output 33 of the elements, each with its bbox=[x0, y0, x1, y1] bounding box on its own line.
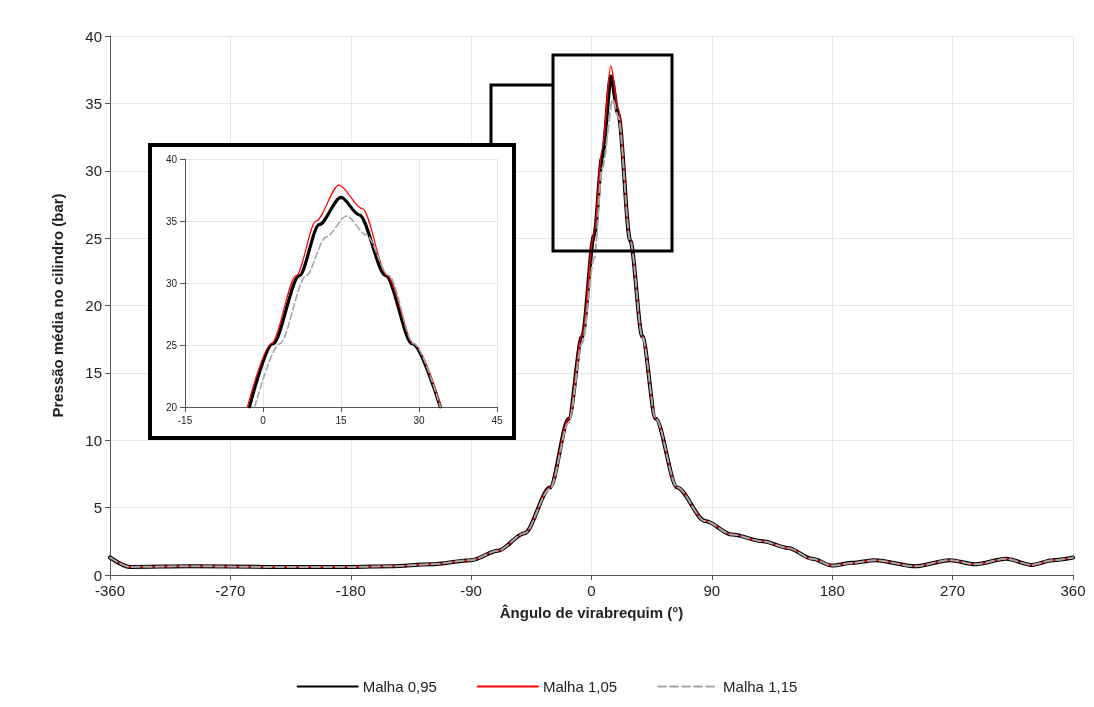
legend-label: Malha 0,95 bbox=[362, 678, 437, 695]
y-tick-label: 25 bbox=[85, 229, 102, 247]
x-tick-label: -360 bbox=[94, 582, 126, 599]
y-tick-label: 25 bbox=[165, 339, 178, 351]
x-tick-label: 360 bbox=[1060, 582, 1086, 599]
y-tick-label: 15 bbox=[85, 364, 102, 382]
x-tick-label: -15 bbox=[177, 414, 193, 426]
y-axis-title: Pressão média no cilindro (bar) bbox=[49, 193, 66, 418]
y-tick-label: 5 bbox=[93, 499, 102, 517]
x-tick-label: 0 bbox=[587, 582, 596, 599]
y-tick-label: 10 bbox=[85, 431, 102, 449]
x-tick-label: 90 bbox=[703, 582, 721, 599]
y-tick-label: 30 bbox=[165, 277, 178, 289]
y-tick-label: 35 bbox=[85, 94, 102, 112]
x-axis-title: Ângulo de virabrequim (°) bbox=[499, 604, 684, 621]
x-tick-label: -180 bbox=[335, 582, 366, 599]
y-tick-label: 30 bbox=[85, 162, 102, 180]
x-tick-label: 45 bbox=[491, 414, 503, 426]
x-tick-label: 180 bbox=[819, 582, 845, 599]
y-tick-label: 40 bbox=[165, 153, 178, 165]
legend-label: Malha 1,15 bbox=[723, 678, 798, 695]
y-tick-label: 35 bbox=[165, 215, 178, 227]
y-tick-label: 0 bbox=[93, 566, 102, 584]
legend-label: Malha 1,05 bbox=[542, 678, 618, 695]
x-tick-label: -270 bbox=[215, 582, 246, 599]
y-tick-label: 20 bbox=[165, 401, 178, 413]
x-tick-label: 30 bbox=[413, 414, 425, 426]
y-tick-label: 40 bbox=[85, 27, 102, 45]
x-tick-label: -90 bbox=[460, 582, 482, 599]
x-tick-label: 0 bbox=[260, 414, 267, 426]
x-tick-label: 270 bbox=[940, 582, 966, 599]
x-tick-label: 15 bbox=[335, 414, 347, 426]
y-tick-label: 20 bbox=[85, 297, 102, 314]
